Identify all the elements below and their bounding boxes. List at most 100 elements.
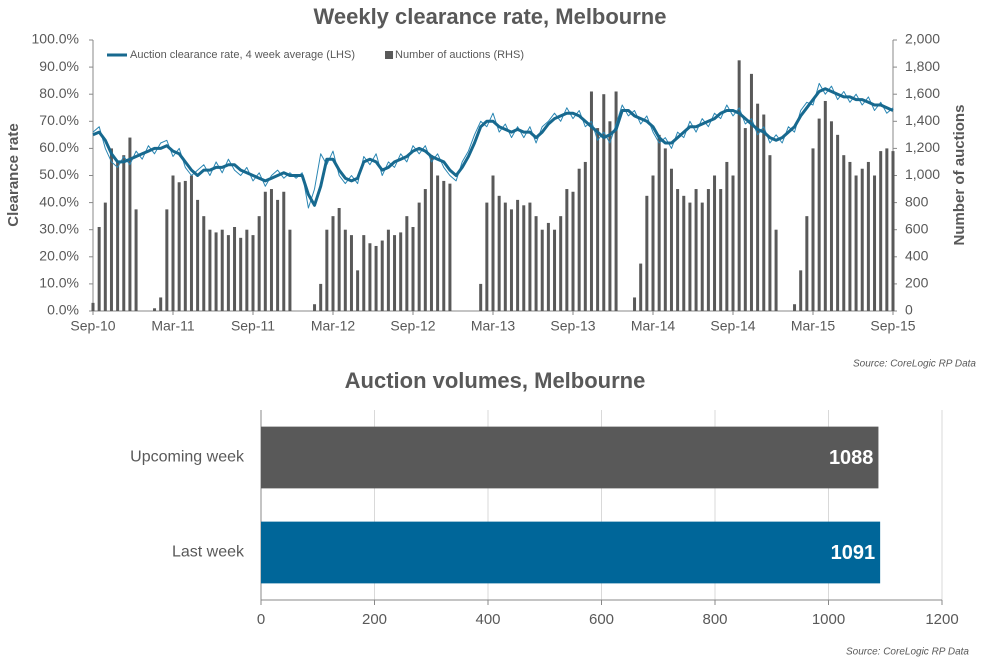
bar [645,195,649,311]
bar [220,229,224,311]
x-tick-label: 800 [702,611,727,628]
bar [442,180,446,311]
bar [571,191,575,311]
bar [411,226,415,311]
x-tick-label: 600 [589,611,614,628]
bar [860,168,864,311]
y2-tick-label: 1,000 [905,166,940,182]
bar [399,232,403,311]
y2-tick-label: 1,200 [905,139,940,155]
y-axis-label: Clearance rate [5,123,22,226]
bar [633,297,637,311]
data-label: 1088 [829,447,874,469]
bar [362,235,366,311]
bar [261,426,879,489]
bar [553,229,557,311]
bar [269,189,273,311]
bar [873,175,877,311]
line [92,87,894,207]
bar [183,180,187,311]
bar [577,168,581,311]
bar [596,128,600,311]
bar [583,161,587,311]
x-tick-label: 400 [475,611,500,628]
bar [368,243,372,311]
y2-tick-label: 400 [905,248,929,264]
bar [165,209,169,311]
bar [676,189,680,311]
bar [694,189,698,311]
legend-label: Auction clearance rate, 4 week average (… [130,49,355,61]
bar [288,229,292,311]
bar [546,222,550,311]
bar [196,199,200,311]
x-tick-label: Sep-11 [231,318,275,334]
bar [534,216,538,311]
bar [91,302,95,311]
bar [879,151,883,311]
y-tick-label: 50.0% [39,166,79,182]
bar [134,209,138,311]
chart-title: Weekly clearance rate, Melbourne [314,4,667,29]
bar [109,148,113,311]
bar [325,229,329,311]
line [92,82,894,209]
bar [263,191,267,311]
bar [805,216,809,311]
x-tick-label: Sep-12 [390,318,435,334]
bar [762,114,766,312]
bar [516,199,520,311]
x-tick-label: 1000 [812,611,845,628]
y2-tick-label: 600 [905,220,929,236]
bar [233,226,237,311]
bar [313,304,317,311]
bar [719,189,723,311]
x-tick-label: Sep-14 [710,318,755,334]
data-label: 1091 [831,542,876,564]
bar [208,229,212,311]
bar [866,161,870,311]
y-tick-label: 90.0% [39,58,79,74]
bar [356,270,360,311]
y-tick-label: Last week [172,544,245,561]
bar [153,308,157,311]
bar [257,216,261,311]
x-tick-label: 0 [257,611,265,628]
bar [756,103,760,311]
bar [261,521,881,584]
bar [737,60,741,312]
bar [688,202,692,311]
bar [276,199,280,311]
y-tick-label: 20.0% [39,248,79,264]
bar [608,121,612,311]
x-tick-label: Mar-14 [631,318,676,334]
bar [836,134,840,311]
bar [891,151,895,311]
bar [589,91,593,312]
bar [214,232,218,311]
bar [485,202,489,311]
x-tick-label: Mar-11 [151,318,195,334]
bar [885,148,889,311]
bar [682,195,686,311]
bar [380,240,384,311]
y-tick-label: 100.0% [32,31,79,47]
bar [251,235,255,311]
y-tick-label: 70.0% [39,112,79,128]
bar [116,161,120,311]
source: Source: CoreLogic RP Data [853,359,976,370]
legend-label: Number of auctions (RHS) [395,49,524,61]
bar [565,189,569,311]
bar [522,205,526,311]
bar [799,270,803,311]
bar [829,121,833,311]
bar [528,202,532,311]
x-tick-label: Sep-15 [870,318,915,334]
y2-tick-label: 800 [905,193,929,209]
bar [823,100,827,311]
bar [319,283,323,311]
bar [343,229,347,311]
bar [423,189,427,311]
y2-tick-label: 1,400 [905,112,940,128]
